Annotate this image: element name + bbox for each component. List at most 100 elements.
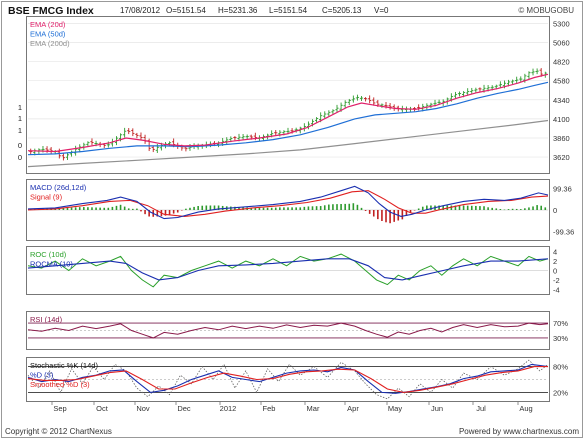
ohlc-bar-up (457, 91, 462, 97)
roc-panel (26, 246, 550, 295)
macd-histogram-bar (185, 208, 187, 210)
rsi-line (27, 322, 549, 339)
macd-histogram-bar (148, 210, 150, 217)
ohlc-bar-up (314, 117, 319, 124)
legend-entry: ROCMA (10) (30, 260, 73, 269)
macd-histogram-bar (413, 210, 416, 211)
rsi-panel (26, 311, 550, 350)
ohlc-bar-down (61, 153, 65, 161)
ohlc-bar-up (123, 127, 127, 138)
macd-histogram-bar (340, 204, 342, 210)
ohlc-bar-down (417, 104, 421, 111)
ohlc-bar-up (241, 134, 245, 141)
macd-histogram-bar (360, 207, 363, 210)
ohlc-bar-up (515, 76, 519, 84)
macd-histogram-bar (536, 205, 538, 210)
ohlc-bar-up (511, 79, 515, 85)
macd-histogram-bar (311, 206, 314, 210)
ohlc-bar-up (474, 87, 478, 93)
macd-histogram-bar (62, 208, 65, 210)
stoch-tick-label: 80% (553, 363, 568, 372)
ohlc-bar-down (135, 132, 139, 139)
ohlc-bar-up (343, 100, 347, 109)
low-value: L=5151.54 (269, 6, 308, 15)
close-value: C=5205.13 (322, 6, 362, 15)
ohlc-bar-up (359, 96, 364, 102)
macd-histogram-bar (144, 210, 146, 215)
ohlc-bar-down (274, 130, 278, 136)
x-axis-label: Mar (307, 404, 320, 413)
left-side-label: 1 (18, 126, 22, 135)
ohlc-bar-down (363, 97, 368, 102)
macd-histogram-bar (295, 207, 297, 210)
macd-histogram-bar (475, 205, 477, 210)
ohlc-bar-down (388, 103, 392, 110)
ohlc-bar-up (225, 137, 229, 145)
x-axis-label: Jul (476, 404, 486, 413)
ohlc-bar-up (519, 76, 523, 82)
signal-line (27, 190, 549, 217)
macd-histogram-bar (95, 207, 97, 210)
legend-entry: EMA (20d) (30, 20, 66, 29)
macd-histogram-bar (99, 207, 101, 210)
macd-histogram-bar (266, 207, 269, 210)
legend-entry: Smoothed %D (3) (30, 380, 90, 389)
macd-histogram-bar (515, 208, 518, 210)
price-tick-label: 3860 (553, 134, 570, 143)
macd-histogram-bar (164, 210, 167, 216)
roc-tick-label: -4 (553, 285, 560, 294)
macd-histogram-bar (87, 207, 89, 210)
macd-histogram-bar (221, 205, 224, 210)
price-grid (28, 23, 548, 158)
roc-line (27, 253, 549, 288)
powered-by-text: Powered by www.chartnexus.com (459, 427, 579, 436)
ohlc-bar-up (535, 68, 539, 75)
ohlc-bar-up (531, 68, 535, 76)
ohlc-bar-down (90, 138, 94, 146)
macd-panel (26, 179, 550, 241)
macd-histogram-bar (405, 210, 408, 216)
macd-histogram-bar (319, 206, 322, 210)
ohlc-bar-up (470, 87, 474, 95)
macd-histogram-bar (454, 205, 457, 210)
stoch-d-line (27, 363, 549, 394)
price-tick-label: 4340 (553, 96, 570, 105)
macd-histogram-bar (389, 210, 391, 224)
ohlc-bar-up (327, 110, 331, 117)
macd-histogram-bar (409, 210, 412, 213)
macd-histogram-bar (519, 209, 522, 210)
ohlc-bar-up (335, 104, 339, 113)
macd-histogram-bar (385, 210, 387, 223)
macd-histogram-bar (487, 207, 489, 210)
macd-histogram-bar (540, 205, 542, 210)
ohlc-bar-down (233, 136, 237, 141)
macd-histogram-bar (193, 206, 195, 210)
ohlc-bar-up (65, 152, 70, 160)
left-side-label: 1 (18, 114, 22, 123)
macd-histogram-bar (421, 206, 424, 210)
legends: EMA (20d)EMA (50d)EMA (200d) MACD (26d,12… (30, 20, 98, 389)
macd-histogram-bar (258, 207, 261, 210)
macd-histogram-bar (491, 207, 493, 210)
roc-tick-label: 4 (553, 248, 557, 257)
macd-histogram-bar (466, 205, 469, 210)
macd-histogram-bar (438, 205, 440, 210)
macd-histogram-bar (470, 205, 473, 210)
macd-histogram-bar (115, 205, 118, 210)
macd-tick-label: 0 (553, 206, 557, 215)
open-value: O=5151.54 (166, 6, 206, 15)
macd-histogram-bar (315, 206, 318, 210)
price-tick-label: 5060 (553, 38, 570, 47)
macd-histogram-bar (234, 206, 236, 210)
stochastic-content: 80% 20% (27, 359, 568, 400)
ohlc-bar-up (74, 145, 78, 156)
price-tick-label: 4580 (553, 77, 570, 86)
x-axis-label: Dec (177, 404, 191, 413)
macd-histogram-bar (250, 207, 253, 210)
x-axis-label: Sep (53, 404, 66, 413)
macd-histogram-bar (532, 206, 534, 210)
macd-histogram-bar (205, 205, 208, 210)
ohlc-bar-up (380, 103, 384, 108)
ohlc-bar-up (347, 98, 351, 106)
